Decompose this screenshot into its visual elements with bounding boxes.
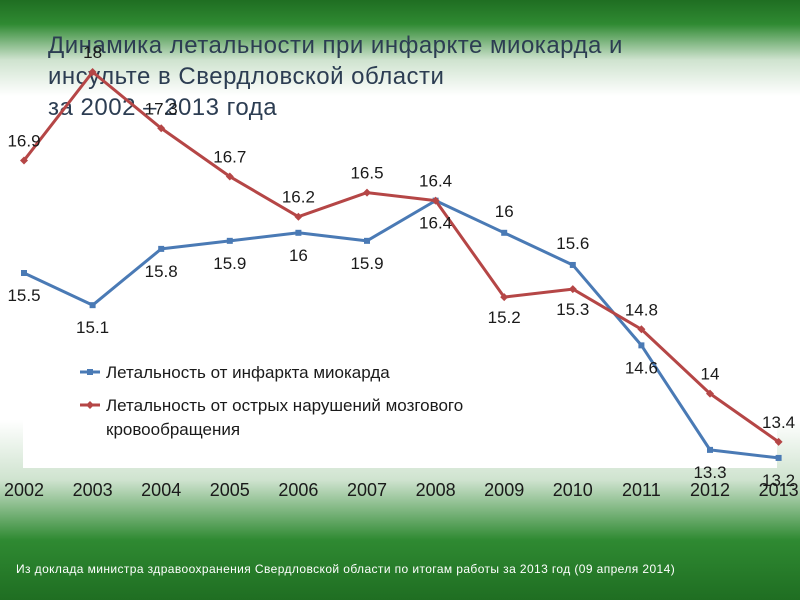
data-label-stroke: 17.3 [145, 99, 178, 118]
legend-marker-stroke [86, 401, 94, 409]
x-tick-label: 2012 [690, 480, 730, 500]
data-label-stroke: 16.5 [350, 164, 383, 183]
x-tick-label: 2007 [347, 480, 387, 500]
data-label-stroke: 16.7 [213, 148, 246, 167]
data-point-infarction [707, 446, 713, 453]
data-point-stroke [363, 188, 371, 197]
x-tick-label: 2009 [484, 480, 524, 500]
data-point-infarction [89, 302, 96, 309]
data-point-infarction [21, 270, 27, 276]
data-label-infarction: 16.4 [419, 214, 452, 233]
data-label-infarction: 16 [495, 202, 514, 221]
legend-marker-infarction [87, 369, 93, 375]
data-point-stroke [568, 285, 577, 294]
data-point-stroke [431, 196, 440, 205]
data-label-infarction: 16 [289, 246, 308, 265]
plot-area [23, 148, 777, 468]
data-label-infarction: 15.1 [76, 318, 109, 337]
data-point-infarction [775, 454, 782, 461]
legend-label-stroke: Летальность от острых нарушений мозговог… [106, 396, 463, 439]
data-point-stroke [20, 156, 28, 165]
series-line-infarction [23, 199, 779, 460]
data-point-stroke [500, 293, 509, 302]
x-tick-label: 2008 [416, 480, 456, 500]
data-label-stroke: 15.3 [556, 300, 589, 319]
x-tick-label: 2003 [73, 480, 113, 500]
data-label-infarction: 13.2 [762, 471, 795, 490]
data-point-stroke [774, 437, 783, 446]
x-tick-label: 2006 [278, 480, 318, 500]
data-label-infarction: 15.5 [7, 286, 40, 305]
data-point-infarction [226, 237, 233, 244]
x-tick-label: 2004 [141, 480, 181, 500]
data-point-infarction [569, 261, 576, 268]
x-tick-label: 2002 [4, 480, 44, 500]
title-line-3: за 2002 – 2013 года [48, 94, 278, 121]
data-point-stroke [294, 212, 303, 221]
x-tick-label: 2011 [622, 480, 661, 500]
data-label-stroke: 14 [701, 365, 720, 384]
data-point-infarction [501, 229, 508, 236]
data-label-infarction: 15.9 [350, 254, 383, 273]
data-point-infarction [295, 229, 302, 236]
data-point-infarction [158, 245, 165, 252]
data-label-stroke: 18 [83, 43, 102, 62]
data-label-infarction: 15.8 [145, 262, 178, 281]
data-point-infarction [364, 237, 370, 244]
data-label-stroke: 16.4 [419, 172, 452, 191]
source-footnote: Из доклада министра здравоохранения Свер… [16, 562, 676, 576]
data-point-stroke [225, 172, 234, 181]
data-label-stroke: 15.2 [488, 308, 521, 327]
data-label-stroke: 14.8 [625, 300, 658, 319]
data-point-stroke [706, 389, 714, 398]
title-line-1: Динамика летальности при инфаркте миокар… [48, 32, 623, 59]
data-label-stroke: 13.4 [762, 413, 795, 432]
data-point-infarction [638, 342, 645, 349]
data-label-infarction: 13.3 [693, 463, 726, 482]
x-tick-label: 2005 [210, 480, 250, 500]
title-line-2: инсульте в Свердловской области [48, 63, 445, 90]
data-label-infarction: 14.6 [625, 358, 658, 377]
data-point-stroke [157, 124, 166, 133]
legend-label-infarction: Летальность от инфаркта миокарда [106, 363, 390, 382]
data-label-stroke: 16.9 [7, 131, 40, 150]
series-line-stroke [22, 70, 780, 444]
data-point-stroke [637, 325, 646, 334]
data-point-stroke [88, 68, 97, 76]
data-label-infarction: 15.9 [213, 254, 246, 273]
data-label-infarction: 15.6 [556, 234, 589, 253]
data-label-stroke: 16.2 [282, 188, 315, 207]
x-tick-label: 2013 [759, 480, 799, 500]
slide-title: Динамика летальности при инфаркте миокар… [48, 30, 768, 123]
x-tick-label: 2010 [553, 480, 593, 500]
